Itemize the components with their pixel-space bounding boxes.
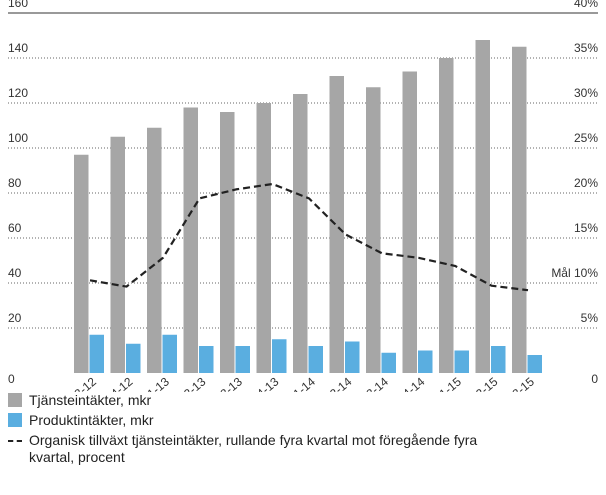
y-tick-label: 140 [8,41,28,55]
legend-item: Produktintäkter, mkr [8,412,479,429]
legend-swatch [8,440,22,442]
x-tick-label: Q4-13 [247,374,282,392]
bar [74,154,89,373]
bar [110,136,125,373]
y2-tick-label: 40% [574,0,598,10]
x-tick-label: Q3-12 [64,374,99,392]
bar [418,350,433,373]
bar [512,46,527,373]
legend-label: Tjänsteintäkter, mkr [29,392,152,408]
y-tick-label: 20 [8,311,22,325]
legend: Tjänsteintäkter, mkr Produktintäkter, mkr… [8,392,479,469]
x-tick-label: Q3-14 [356,374,391,392]
x-tick-label: Q2-13 [174,374,209,392]
y2-tick-label: 35% [574,41,598,55]
y2-tick-label: 0 [591,372,598,386]
x-tick-label: Q1-13 [137,374,172,392]
bar [366,87,381,373]
bar [402,71,417,373]
bar [126,343,141,373]
y2-tick-label: 15% [574,221,598,235]
bar [527,355,542,373]
x-tick-label: Q3-15 [502,374,537,392]
legend-swatch [8,393,22,407]
bar [345,341,360,373]
x-tick-label: Q3-13 [210,374,245,392]
y2-tick-label: Mål 10% [551,266,598,280]
x-tick-label: Q4-14 [393,374,428,392]
y2-tick-label: 30% [574,86,598,100]
x-tick-label: Q1-15 [429,374,464,392]
bar [220,112,235,373]
x-tick-label: Q2-14 [320,374,355,392]
x-tick-label: Q1-14 [283,374,318,392]
chart: 0 20 40 60 80 100 120 140 160 0 5% Mål 10% 15% 20% 25%… [8,0,599,392]
bar [147,127,162,373]
bar [293,94,308,373]
bar [199,346,214,373]
bar [272,339,287,373]
legend-swatch [8,413,22,427]
legend-label: Produktintäkter, mkr [29,412,154,428]
bar [454,350,469,373]
y-tick-label: 160 [8,0,28,10]
growth-line [89,182,529,292]
bar [329,76,344,373]
bar [89,334,104,373]
y-tick-label: 40 [8,266,22,280]
bar [235,346,250,373]
bar [256,103,271,373]
x-tick-label: Q2-15 [466,374,501,392]
y-tick-label: 0 [8,372,15,386]
y2-tick-label: 20% [574,176,598,190]
bar [475,40,490,373]
bar [439,58,454,373]
y2-tick-label: 25% [574,131,598,145]
legend-item: Organisk tillväxt tjänsteintäkter, rulla… [8,432,479,466]
y-tick-label: 120 [8,86,28,100]
legend-item: Tjänsteintäkter, mkr [8,392,479,409]
bar [183,107,198,373]
bar [381,352,396,373]
y2-tick-label: 5% [581,311,599,325]
bar [162,334,177,373]
y-tick-label: 60 [8,221,22,235]
legend-label: Organisk tillväxt tjänsteintäkter, rulla… [29,432,478,465]
x-tick-label: Q4-12 [101,374,136,392]
bar [308,346,323,373]
y-tick-label: 100 [8,131,28,145]
bar [491,346,506,373]
y-tick-label: 80 [8,176,22,190]
